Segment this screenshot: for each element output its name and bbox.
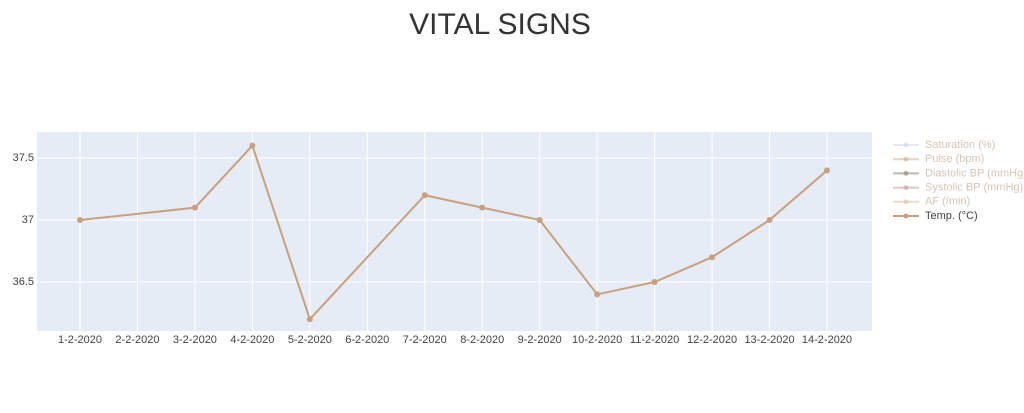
data-point (823, 167, 830, 174)
data-point (536, 217, 543, 224)
legend-label[interactable]: Systolic BP (mmHg) (925, 182, 1023, 194)
y-tick-label: 37 (22, 214, 34, 226)
data-point (651, 279, 658, 286)
x-tick-label: 5-2-2020 (288, 334, 332, 346)
x-tick-label: 9-2-2020 (518, 334, 562, 346)
x-tick-label: 3-2-2020 (173, 334, 217, 346)
legend-marker (903, 142, 909, 148)
legend-marker (903, 185, 909, 191)
x-tick-label: 12-2-2020 (687, 334, 737, 346)
x-tick-label: 4-2-2020 (230, 334, 274, 346)
legend-marker (903, 170, 909, 176)
x-tick-label: 13-2-2020 (744, 334, 794, 346)
legend-marker (903, 213, 909, 219)
legend-label[interactable]: Diastolic BP (mmHg) (925, 167, 1024, 179)
data-point (249, 142, 256, 149)
data-point (709, 254, 716, 261)
x-tick-label: 1-2-2020 (58, 334, 102, 346)
legend-label[interactable]: Pulse (bpm) (925, 153, 984, 165)
y-tick-label: 36.5 (13, 276, 34, 288)
x-tick-label: 11-2-2020 (630, 334, 679, 346)
legend-marker (903, 156, 909, 162)
chart-title: VITAL SIGNS (409, 8, 591, 41)
x-tick-label: 14-2-2020 (802, 334, 852, 346)
data-point (191, 204, 198, 211)
data-point (594, 291, 601, 298)
legend-marker (903, 199, 909, 205)
plot-area (37, 132, 872, 331)
x-tick-label: 2-2-2020 (115, 334, 159, 346)
data-point (479, 204, 486, 211)
y-tick-label: 37.5 (13, 152, 34, 164)
legend-label[interactable]: AF (/min) (925, 196, 970, 208)
x-tick-label: 8-2-2020 (460, 334, 504, 346)
x-tick-label: 6-2-2020 (345, 334, 389, 346)
legend-label[interactable]: Temp. (°C) (925, 210, 978, 222)
x-tick-label: 10-2-2020 (572, 334, 622, 346)
x-tick-label: 7-2-2020 (403, 334, 447, 346)
data-point (421, 192, 428, 199)
data-line (79, 143, 828, 322)
data-point (766, 217, 773, 224)
data-point (77, 217, 83, 224)
data-point (306, 316, 313, 323)
legend-label[interactable]: Saturation (%) (925, 139, 995, 151)
